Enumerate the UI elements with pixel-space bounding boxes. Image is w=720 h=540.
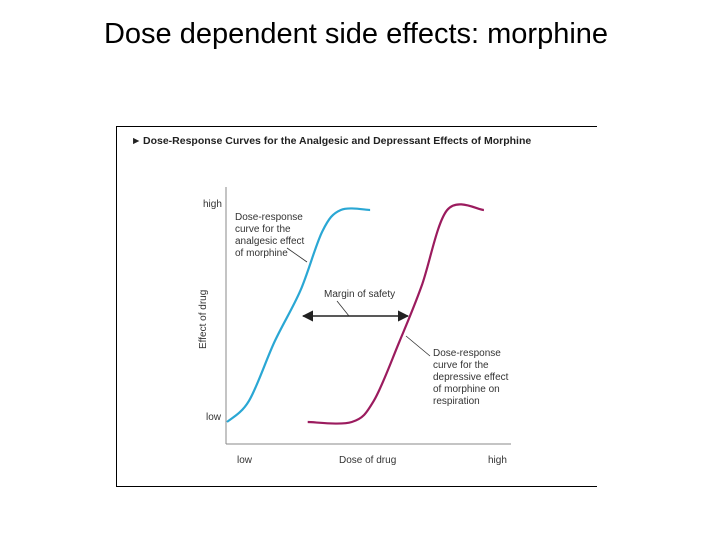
annotation-analgesic-line: Dose-response [235,212,303,223]
annotation-margin-line: Margin of safety [324,289,395,300]
chart-title: Dose-Response Curves for the Analgesic a… [143,135,531,147]
annotation-analgesic-line: of morphine [235,248,288,259]
y-axis-label: Effect of drug [198,290,209,349]
chart-title-marker: ► [131,135,141,147]
series-respiratory-curve [307,203,485,425]
annotation-analgesic-line: curve for the [235,224,291,235]
respiratory-leader-line [405,335,431,357]
x-axis-label: Dose of drug [339,455,396,466]
slide-title: Dose dependent side effects: morphine [103,18,609,50]
annotation-respiratory-line: depressive effect [433,372,509,383]
annotation-respiratory-line: respiration [433,396,480,407]
figure-frame: ► Dose-Response Curves for the Analgesic… [116,126,597,487]
dose-response-chart: ► Dose-Response Curves for the Analgesic… [131,135,531,466]
annotation-respiratory: Dose-response curve for the depressive e… [433,348,511,407]
series-analgesic-curve [226,207,371,423]
x-tick-label-low: low [237,455,253,466]
analgesic-leader-line [286,247,308,263]
annotation-analgesic-line: analgesic effect [235,236,305,247]
y-tick-label-low: low [206,412,222,423]
annotation-respiratory-line: curve for the [433,360,489,371]
annotation-respiratory-line: of morphine on [433,384,500,395]
x-tick-label-high: high [488,455,507,466]
annotation-analgesic: Dose-response curve for the analgesic ef… [235,212,307,259]
annotation-margin-of-safety: Margin of safety [324,289,395,300]
annotation-respiratory-line: Dose-response [433,348,501,359]
y-tick-label-high: high [203,199,222,210]
margin-leader-line [336,300,350,317]
